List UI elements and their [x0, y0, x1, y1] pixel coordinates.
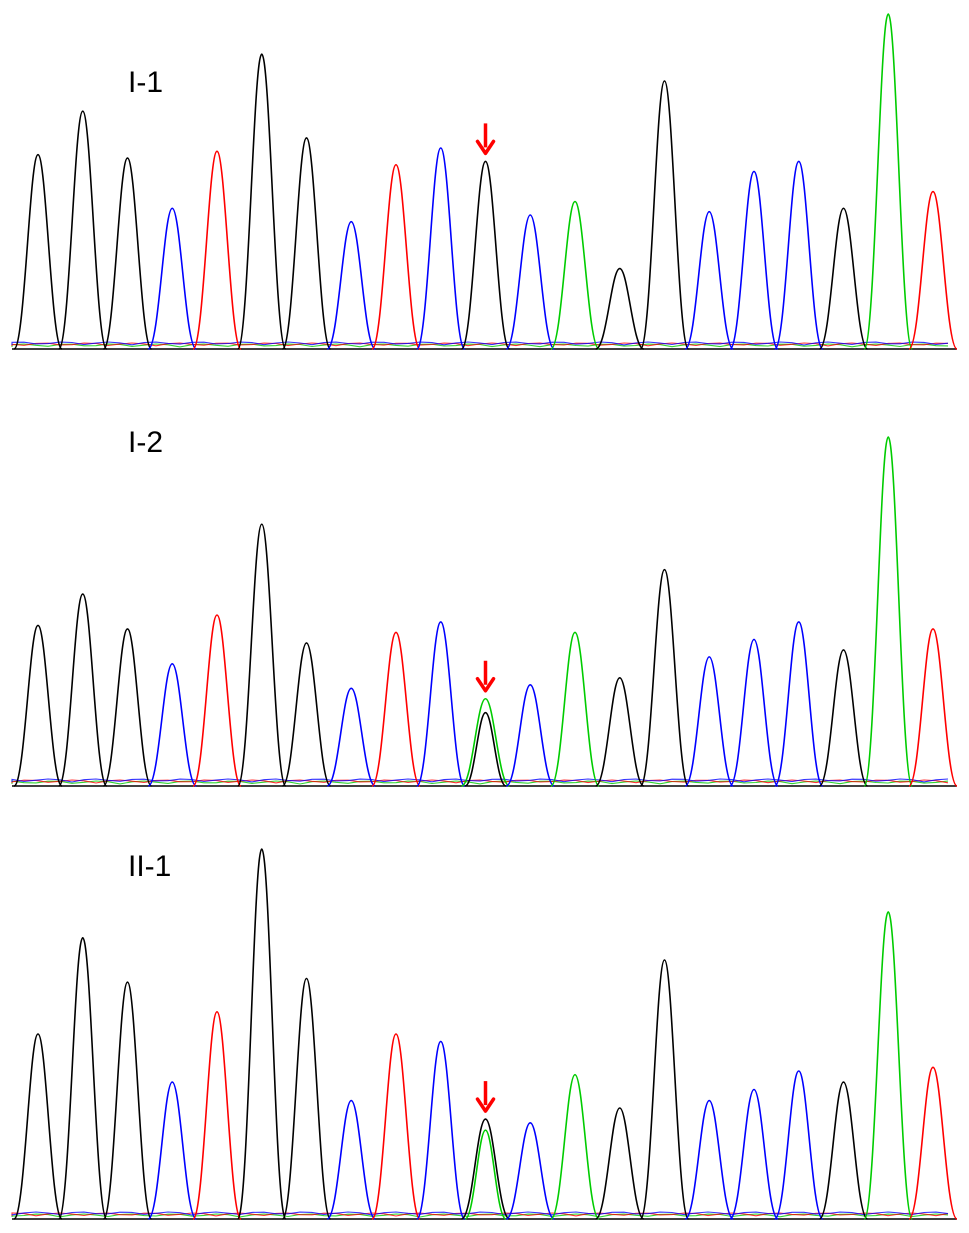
peak-T [371, 1033, 421, 1220]
peak-T [192, 1010, 242, 1220]
peak-C [684, 656, 735, 787]
peak-C [505, 214, 556, 350]
peak-C [326, 220, 377, 350]
panel-label-I-1: I-1 [128, 66, 163, 99]
peak-G [281, 642, 332, 787]
peak-G [594, 677, 645, 787]
peak-T [908, 1066, 958, 1220]
peak-G [639, 568, 690, 787]
peak-G [57, 110, 108, 350]
peak-G [639, 959, 690, 1220]
variant-arrow-icon [475, 660, 496, 693]
peak-G [102, 628, 153, 787]
panel-label-II-1: II-1 [128, 850, 171, 883]
peak-T [908, 628, 958, 787]
peak-G [13, 153, 63, 350]
peak-T [371, 631, 421, 787]
peak-G [818, 649, 869, 787]
peak-C [415, 147, 466, 350]
peak-T [908, 190, 958, 350]
peak-G [102, 981, 153, 1220]
peak-C [505, 1121, 556, 1220]
panel-label-I-2: I-2 [128, 426, 163, 459]
peak-G [13, 1033, 63, 1220]
peak-C [147, 1081, 198, 1220]
peak-G [281, 137, 332, 350]
peak-A [461, 697, 510, 787]
peak-A [550, 200, 600, 350]
noise-trace-C [11, 1211, 949, 1216]
peak-A [863, 911, 914, 1220]
noise-trace-A [11, 1213, 949, 1218]
peak-G [595, 267, 645, 350]
variant-arrow-icon [475, 123, 496, 156]
peak-C [729, 638, 779, 787]
peak-C [729, 1088, 779, 1220]
peak-T [192, 614, 242, 787]
peak-G [236, 53, 287, 350]
noise-trace-C [11, 341, 949, 346]
peak-G-secondary [464, 711, 507, 787]
panel-I-1: I-1 [11, 13, 958, 350]
panel-I-2: I-2 [11, 426, 958, 787]
peak-A [863, 436, 914, 787]
peak-C [773, 160, 824, 350]
peak-G [57, 593, 108, 787]
peak-C [729, 170, 779, 350]
peak-C [684, 1099, 735, 1220]
noise-trace-C [11, 778, 949, 783]
peak-G [460, 1118, 511, 1220]
peak-C [773, 621, 824, 787]
peak-G [236, 848, 287, 1220]
peak-C [415, 1040, 466, 1220]
peak-C [326, 687, 377, 787]
peak-A-secondary [464, 1129, 507, 1220]
peak-A [863, 13, 914, 350]
peak-G [236, 523, 287, 787]
peak-C [326, 1099, 377, 1220]
peak-G [281, 977, 332, 1220]
variant-arrow-icon [475, 1081, 496, 1113]
peak-G [57, 936, 108, 1220]
peak-T [192, 150, 242, 350]
peak-G [639, 80, 690, 350]
peak-G [13, 624, 63, 787]
peak-A [550, 631, 600, 787]
peak-G [102, 157, 153, 350]
peak-G [818, 1081, 869, 1220]
peak-A [550, 1073, 600, 1220]
peak-G [818, 207, 869, 350]
peak-C [684, 210, 735, 350]
peak-C [415, 621, 466, 787]
peak-G [460, 160, 511, 350]
noise-trace-A [11, 780, 949, 785]
peak-G [594, 1107, 645, 1220]
panel-II-1: II-1 [11, 848, 958, 1220]
peak-C [505, 683, 556, 787]
noise-trace-T [11, 342, 949, 347]
peak-C [147, 207, 198, 350]
peak-T [371, 163, 421, 350]
peak-C [147, 663, 198, 787]
peak-C [773, 1070, 824, 1220]
